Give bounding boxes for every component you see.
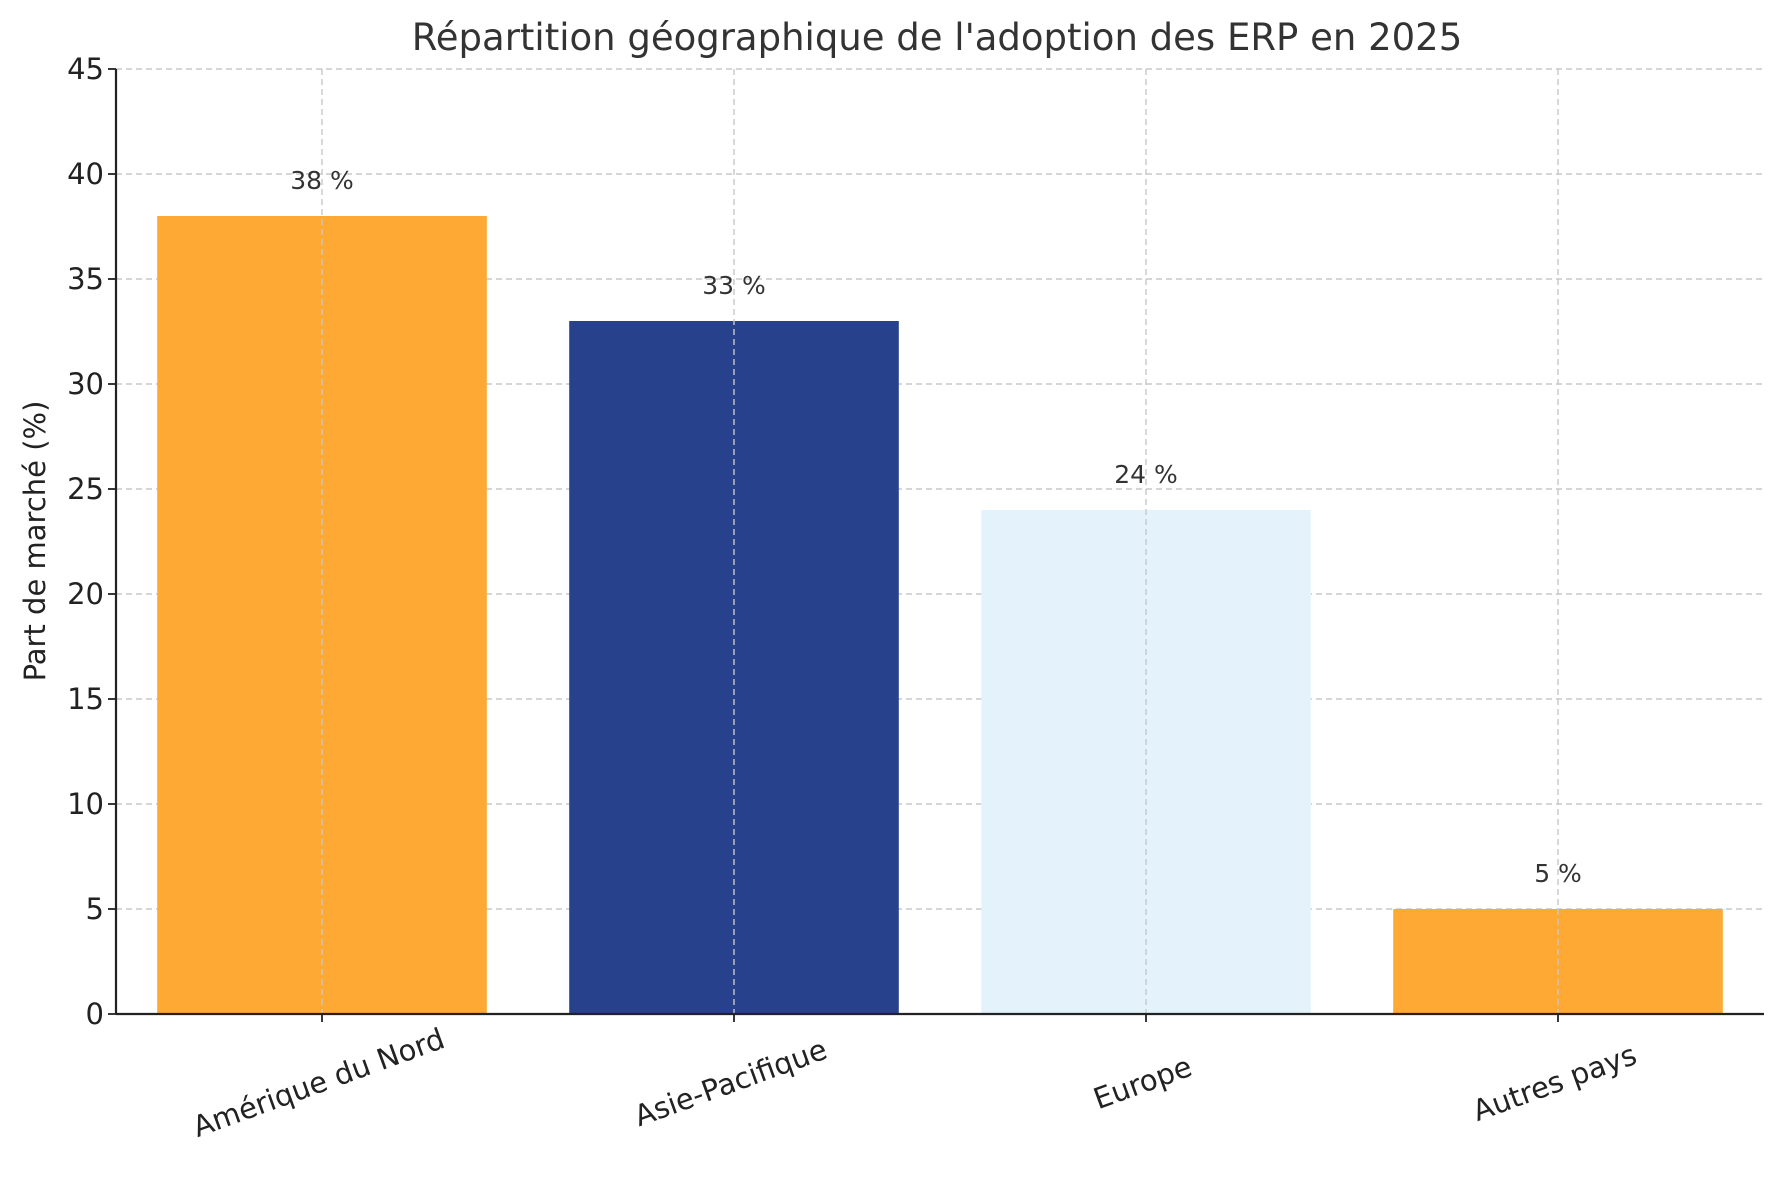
data-label: 38 %	[290, 166, 354, 195]
y-axis-label: Part de marché (%)	[18, 401, 52, 682]
x-tick-label: Amérique du Nord	[188, 1021, 449, 1144]
y-tick-label: 45	[67, 52, 104, 86]
y-tick-label: 20	[67, 577, 104, 611]
x-tick-label: Asie-Pacifique	[630, 1032, 832, 1133]
data-label: 5 %	[1534, 859, 1582, 888]
bar	[569, 321, 899, 1014]
y-tick-label: 40	[67, 157, 104, 191]
y-tick-label: 30	[67, 367, 104, 401]
axes	[108, 68, 1764, 1022]
y-tick-label: 15	[67, 682, 104, 716]
y-tick-label: 35	[67, 262, 104, 296]
vertical-grid	[321, 69, 1559, 1014]
y-tick-label: 0	[86, 997, 104, 1031]
bars	[157, 216, 1723, 1014]
x-tick-label: Europe	[1089, 1049, 1196, 1116]
data-label: 33 %	[702, 271, 766, 300]
y-tick-label: 10	[67, 787, 104, 821]
y-tick-label: 5	[86, 892, 104, 926]
y-tick-label: 25	[67, 472, 104, 506]
chart-title: Répartition géographique de l'adoption d…	[412, 16, 1463, 59]
x-tick-label: Autres pays	[1468, 1037, 1641, 1128]
data-label: 24 %	[1114, 460, 1178, 489]
